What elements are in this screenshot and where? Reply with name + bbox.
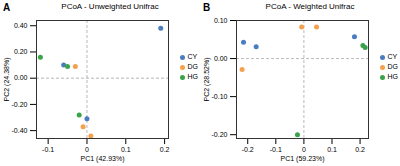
svg-text:0.1: 0.1 — [121, 146, 131, 153]
svg-text:-0.40: -0.40 — [12, 127, 28, 134]
html-text:DG: DG — [187, 63, 198, 70]
svg-text:0.00: 0.00 — [14, 74, 28, 81]
svg-text:0.2: 0.2 — [160, 146, 170, 153]
svg-text:PC2 (28.52%): PC2 (28.52%) — [203, 58, 211, 102]
svg-text:0.20: 0.20 — [14, 48, 28, 55]
html-text:HG: HG — [387, 73, 398, 80]
html-text:HG: HG — [187, 73, 198, 80]
html-text:CY: CY — [387, 53, 398, 60]
html-text:CY: CY — [187, 53, 198, 60]
svg-text:0: 0 — [85, 146, 89, 153]
html-text:B: B — [203, 2, 211, 13]
svg-text:0.1: 0.1 — [327, 146, 337, 153]
html-text:PCoA - Weighted Unifrac: PCoA - Weighted Unifrac — [265, 2, 355, 11]
svg-text:0.10: 0.10 — [214, 17, 228, 24]
svg-text:0.40: 0.40 — [14, 22, 28, 29]
svg-text:-0.10: -0.10 — [212, 93, 228, 100]
svg-text:-0.20: -0.20 — [12, 101, 28, 108]
svg-text:PC1 (59.23%): PC1 (59.23%) — [281, 155, 325, 163]
svg-text:0: 0 — [302, 146, 306, 153]
svg-text:-0.20: -0.20 — [212, 131, 228, 138]
html-text:PCoA - Unweighted Unifrac: PCoA - Unweighted Unifrac — [61, 2, 159, 11]
svg-text:-0.2: -0.2 — [242, 146, 254, 153]
svg-text:0.2: 0.2 — [355, 146, 365, 153]
html-text:DG: DG — [387, 63, 398, 70]
svg-text:0.00: 0.00 — [214, 55, 228, 62]
svg-text:PC1 (42.93%): PC1 (42.93%) — [81, 155, 125, 163]
svg-text:-0.1: -0.1 — [270, 146, 282, 153]
svg-text:PC2 (24.38%): PC2 (24.38%) — [3, 58, 11, 102]
svg-text:-0.1: -0.1 — [42, 146, 54, 153]
html-text:A: A — [3, 2, 11, 13]
